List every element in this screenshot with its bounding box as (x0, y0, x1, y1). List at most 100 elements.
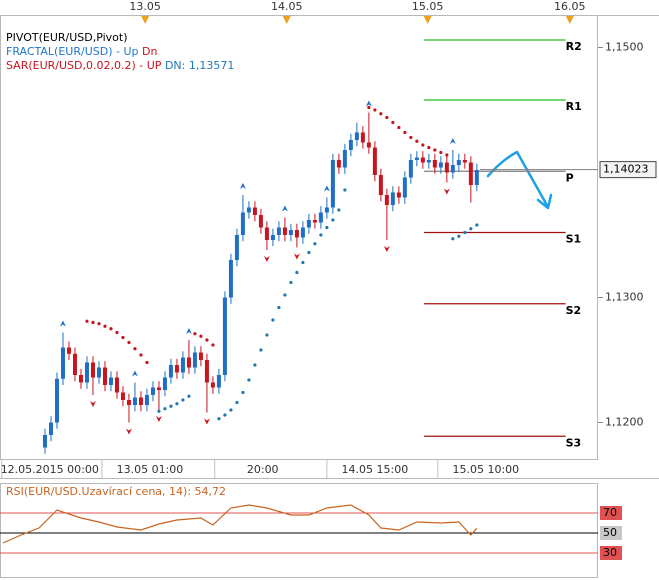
fractal-down (293, 253, 300, 260)
sar-dot (91, 320, 95, 325)
sar-dot (277, 305, 281, 310)
candle-body (456, 160, 461, 165)
sar-dot (205, 338, 209, 342)
legend-sar: SAR(EUR/USD,0.02,0.2) - UP DN: 1,13571 (6, 59, 234, 72)
candle-body (318, 212, 323, 223)
candle-body (384, 195, 389, 205)
candle-body (432, 160, 437, 168)
sar-dot (295, 270, 299, 275)
candle-body (114, 377, 119, 393)
sar-dot (301, 260, 305, 265)
sar-dot (199, 334, 203, 338)
candle-body (324, 207, 329, 213)
candle-body (270, 235, 275, 240)
fractal-up (449, 138, 456, 144)
candle-body (156, 387, 161, 390)
candle-body (360, 132, 365, 143)
sar-dot (367, 105, 371, 110)
sar-dot (433, 148, 437, 152)
candle-body (372, 147, 377, 175)
candle-body (132, 397, 137, 405)
sar-dot (223, 413, 227, 417)
rsi-tick-label: 70 (603, 506, 617, 519)
candle-body (138, 397, 143, 405)
rsi-frame (0, 483, 598, 578)
rsi-tick-label: 30 (603, 546, 617, 559)
sar-dot (163, 407, 167, 411)
legend-fractal-label: FRACTAL(EUR/USD) - (6, 45, 120, 58)
sar-dot (115, 330, 119, 335)
fractal-up (185, 328, 192, 334)
date-marker (141, 16, 150, 24)
pivot-label: S1 (566, 233, 582, 246)
rsi-line (2, 504, 478, 544)
candle-body (198, 352, 203, 360)
candle-body (84, 362, 89, 383)
fractal-up (239, 183, 246, 189)
sar-dot (343, 188, 347, 192)
current-price-box (599, 161, 657, 179)
sar-dot (85, 319, 89, 323)
candle-body (48, 422, 53, 435)
candle-body (450, 165, 455, 173)
sar-dot (217, 417, 221, 421)
sar-dot (121, 335, 125, 340)
sar-dot (463, 230, 467, 235)
sar-dot (421, 143, 425, 147)
candle-body (240, 212, 245, 235)
candle-body (348, 140, 353, 150)
candle-body (414, 157, 419, 160)
pivot-label: R1 (566, 100, 582, 113)
candle-body (192, 352, 197, 368)
candle-body (60, 347, 65, 379)
candle-body (168, 365, 173, 378)
candle-body (162, 377, 167, 390)
candle-body (336, 160, 341, 168)
fractal-up (131, 370, 138, 377)
top-date-label: 15.05 (412, 0, 444, 13)
sar-dot (289, 280, 293, 285)
sar-dot (319, 233, 323, 237)
top-date-label: 16.05 (554, 0, 586, 13)
candle-body (306, 220, 311, 228)
sar-dot (229, 408, 233, 412)
candle-body (312, 220, 317, 223)
sar-dot (457, 234, 461, 238)
y-tick-label: 1,1500 (605, 41, 644, 54)
x-tick-label: 20:00 (247, 463, 279, 476)
sar-dot (415, 139, 419, 143)
pivot-label: S3 (566, 436, 582, 449)
candle-body (420, 157, 425, 163)
candle-body (252, 207, 257, 215)
candle-body (180, 357, 185, 373)
sar-dot (109, 327, 113, 331)
sar-dot (391, 120, 395, 125)
sar-dot (175, 402, 179, 406)
legend-fractal: FRACTAL(EUR/USD) - Up Dn (6, 45, 157, 58)
candle-body (174, 365, 179, 373)
fractal-down (89, 401, 96, 407)
candle-body (276, 227, 281, 235)
top-date-label: 13.05 (129, 0, 161, 13)
legend-sar-up: UP (147, 59, 162, 72)
sar-dot (253, 363, 257, 367)
sar-dot (193, 332, 197, 336)
sar-dot (187, 394, 191, 398)
fractal-up (323, 185, 330, 192)
candle-body (264, 227, 269, 240)
sar-dot (451, 237, 455, 241)
sar-dot (445, 153, 449, 157)
sar-dot (181, 398, 185, 402)
fractal-down (203, 418, 210, 425)
pivot-label: P (566, 171, 574, 184)
candle-body (222, 297, 227, 375)
legend-fractal-dn: Dn (142, 45, 157, 58)
candle-body (402, 177, 407, 198)
candle-body (288, 230, 293, 235)
sar-dot (475, 223, 479, 227)
sar-dot (139, 353, 143, 357)
legend-sar-dn: DN: 1,13571 (165, 59, 234, 72)
legend-sar-label: SAR(EUR/USD,0.02,0.2) - (6, 59, 143, 72)
candle-body (294, 230, 299, 238)
